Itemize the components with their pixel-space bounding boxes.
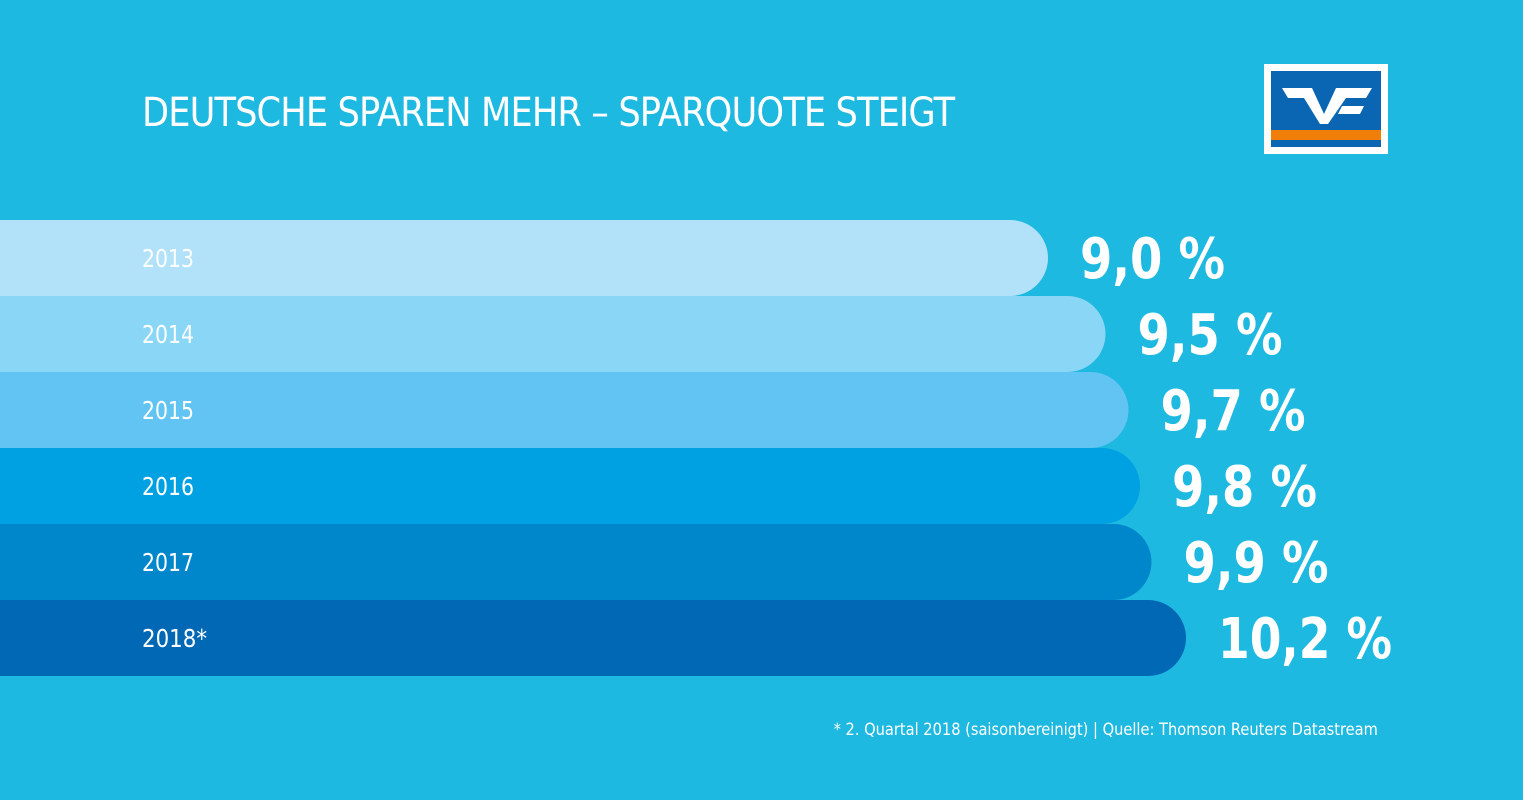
- value-label: 9,8 %: [1172, 455, 1317, 520]
- logo-orange-stripe: [1271, 130, 1381, 140]
- logo-v-mark: [1282, 88, 1372, 124]
- bar-2018: [0, 600, 1186, 676]
- value-label: 9,0 %: [1080, 227, 1225, 292]
- value-label: 9,9 %: [1184, 531, 1329, 596]
- page-title: DEUTSCHE SPAREN MEHR – SPARQUOTE STEIGT: [142, 90, 955, 136]
- category-label: 2017: [142, 548, 194, 577]
- bar-2015: [0, 372, 1129, 448]
- category-label: 2013: [142, 244, 194, 273]
- category-label: 2016: [142, 472, 194, 501]
- bar-2014: [0, 296, 1106, 372]
- bar-2013: [0, 220, 1048, 296]
- bar-2017: [0, 524, 1152, 600]
- category-label: 2018*: [142, 624, 207, 653]
- category-label: 2015: [142, 396, 194, 425]
- logo-v-crossbar: [1338, 106, 1364, 114]
- value-label: 10,2 %: [1218, 607, 1392, 672]
- bar-2016: [0, 448, 1140, 524]
- source-footnote: * 2. Quartal 2018 (saisonbereinigt) | Qu…: [833, 720, 1378, 740]
- value-label: 9,5 %: [1138, 303, 1283, 368]
- category-label: 2014: [142, 320, 194, 349]
- value-label: 9,7 %: [1161, 379, 1306, 444]
- bank-logo-icon: [1264, 64, 1388, 154]
